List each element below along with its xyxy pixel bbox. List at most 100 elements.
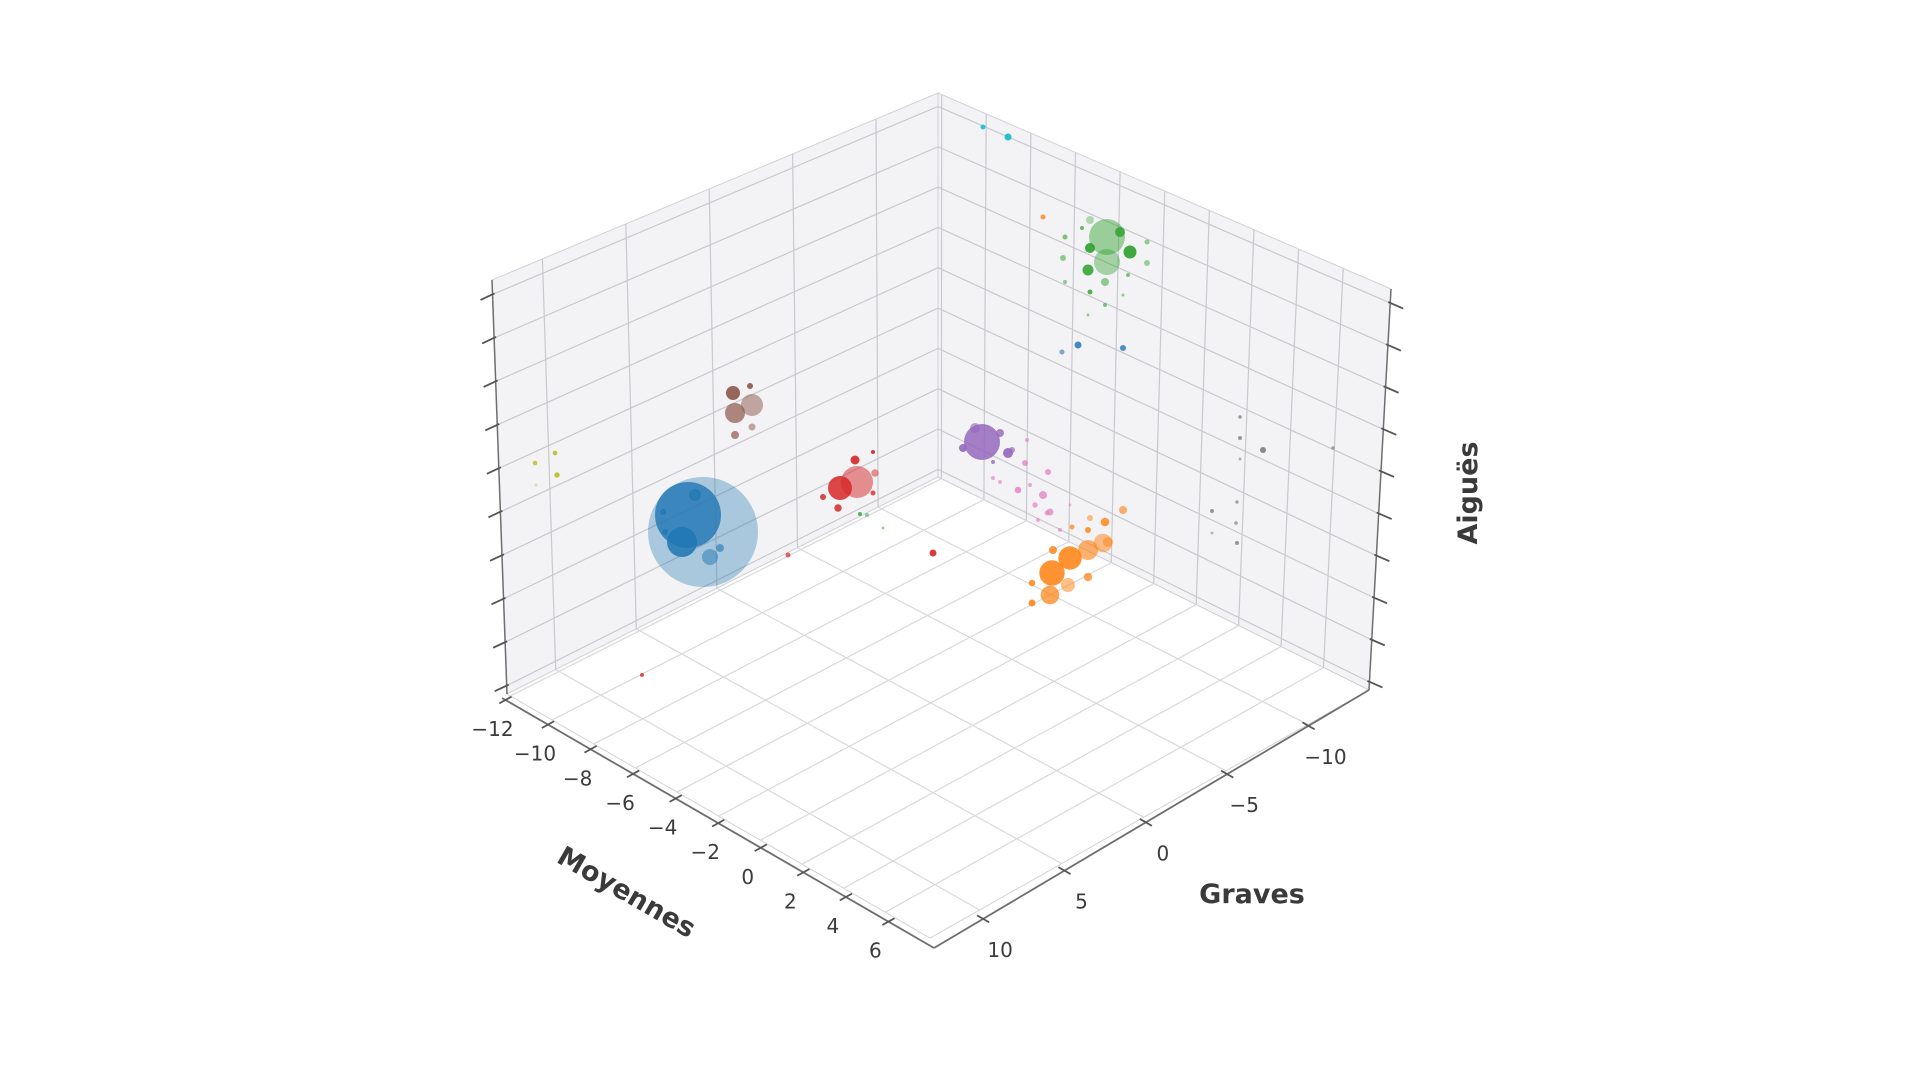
data-bubble-red (870, 490, 876, 496)
z-axis-label: Aiguës (1453, 441, 1484, 544)
x-tick-mark (541, 720, 555, 729)
data-bubble-orange (1040, 585, 1060, 605)
data-bubble-brown (748, 423, 756, 431)
data-bubble-green (1089, 219, 1125, 255)
floor-gridline-x (676, 562, 1112, 793)
data-bubble-green (865, 513, 869, 517)
x-tick-mark (796, 868, 810, 877)
z-tick-mark-left (489, 553, 505, 562)
data-bubble-red (785, 552, 791, 558)
floor-gridline-x (510, 478, 942, 697)
z-tick-mark-left (492, 640, 508, 649)
right-vertical-edge (1368, 288, 1392, 691)
data-bubble-gray (1331, 446, 1335, 450)
x-tick-mark (669, 794, 683, 803)
data-bubble-orange (1028, 579, 1036, 587)
data-bubble-orange (1061, 578, 1075, 592)
data-bubble-green (1086, 216, 1094, 224)
data-bubble-gray (1234, 521, 1238, 525)
z-tick-mark-left (480, 292, 495, 301)
z-tick-mark-left (483, 379, 499, 388)
y-tick-label: −5 (1229, 793, 1258, 817)
y-tick-label: 10 (987, 938, 1012, 962)
data-bubble-brown (731, 431, 739, 439)
z-tick-mark-left (491, 596, 506, 606)
data-bubble-green (1087, 289, 1093, 295)
data-bubble-brown (725, 403, 745, 423)
data-bubble-gray (1235, 500, 1239, 504)
x-tick-label: −4 (648, 816, 677, 840)
data-bubble-green (1094, 249, 1120, 275)
right-wall-gridline-x (1280, 248, 1300, 647)
data-bubble-blue (1059, 349, 1065, 355)
z-tick-mark-left (488, 510, 503, 519)
x-tick-mark (584, 745, 598, 754)
data-bubble-orange (1058, 546, 1082, 570)
data-bubble-olive (532, 460, 538, 466)
right-wall-gridline-x (1238, 229, 1255, 626)
data-bubble-red (850, 455, 860, 465)
data-bubble-purple (991, 460, 995, 464)
data-bubble-red (834, 504, 842, 512)
floor-gridline-x (801, 625, 1239, 865)
data-bubble-orange (1083, 572, 1093, 582)
data-bubble-red (929, 549, 937, 557)
y-tick-label: 0 (1156, 841, 1169, 865)
y-axis-spine (933, 689, 1370, 949)
left-wall-gridline-y (541, 258, 557, 670)
data-bubble-olive (554, 472, 560, 478)
data-bubble-green (1080, 226, 1084, 230)
x-tick-label: 6 (869, 939, 882, 963)
data-bubble-orange (1119, 506, 1127, 514)
z-tick-mark-left (484, 423, 500, 432)
y-tick-label: 5 (1075, 890, 1088, 914)
data-bubble-orange (1100, 517, 1110, 527)
data-bubble-red (871, 450, 875, 454)
data-bubble-pink (1032, 502, 1038, 508)
data-bubble-orange (1085, 527, 1091, 533)
data-bubble-green (1144, 260, 1150, 266)
data-bubble-pink (1058, 528, 1062, 532)
data-bubble-green (1060, 255, 1066, 261)
right-wall-gridline-x (1195, 210, 1210, 605)
data-bubble-pink (1039, 491, 1047, 499)
data-bubble-green (1121, 293, 1125, 297)
data-bubble-green (1144, 239, 1150, 245)
data-bubble-blue (667, 527, 697, 557)
x-tick-mark (839, 892, 853, 902)
x-tick-mark (626, 769, 640, 779)
data-bubble-purple (970, 423, 980, 433)
data-bubble-blue (660, 509, 666, 515)
data-bubble-blue (1074, 341, 1082, 349)
data-bubble-gray (1238, 415, 1242, 419)
data-bubble-pink (1036, 518, 1040, 522)
data-bubble-orange (1078, 540, 1098, 560)
left-wall-gridline-z (497, 226, 939, 426)
data-bubble-pink (1025, 438, 1029, 442)
data-bubble-blue (689, 489, 701, 501)
data-bubble-pink (1044, 510, 1050, 516)
left-vertical-edge (491, 279, 508, 695)
x-tick-label: −8 (563, 766, 592, 790)
x-tick-mark (711, 818, 725, 828)
x-tick-label: 2 (784, 889, 797, 913)
data-bubble-orange (1039, 560, 1065, 586)
left-wall-gridline-z (501, 347, 939, 556)
x-tick-label: 0 (741, 865, 754, 889)
data-bubble-orange (1069, 524, 1075, 530)
left-wall-gridline-y (792, 153, 799, 548)
left-wall-gridline-z (503, 388, 939, 600)
data-bubble-green (1101, 278, 1109, 286)
y-axis-label: Graves (1199, 879, 1305, 910)
data-bubble-purple (959, 444, 967, 452)
y-tick-mark (976, 914, 990, 924)
data-bubble-gray (1238, 457, 1242, 461)
data-bubble-gray (1210, 509, 1214, 513)
floor-gridline-x (885, 667, 1324, 913)
floor-gridline-x (760, 604, 1197, 841)
data-bubble-green (1062, 234, 1068, 240)
x-tick-label: −2 (690, 840, 719, 864)
data-bubble-green (1086, 313, 1090, 317)
data-bubble-blue (716, 544, 724, 552)
